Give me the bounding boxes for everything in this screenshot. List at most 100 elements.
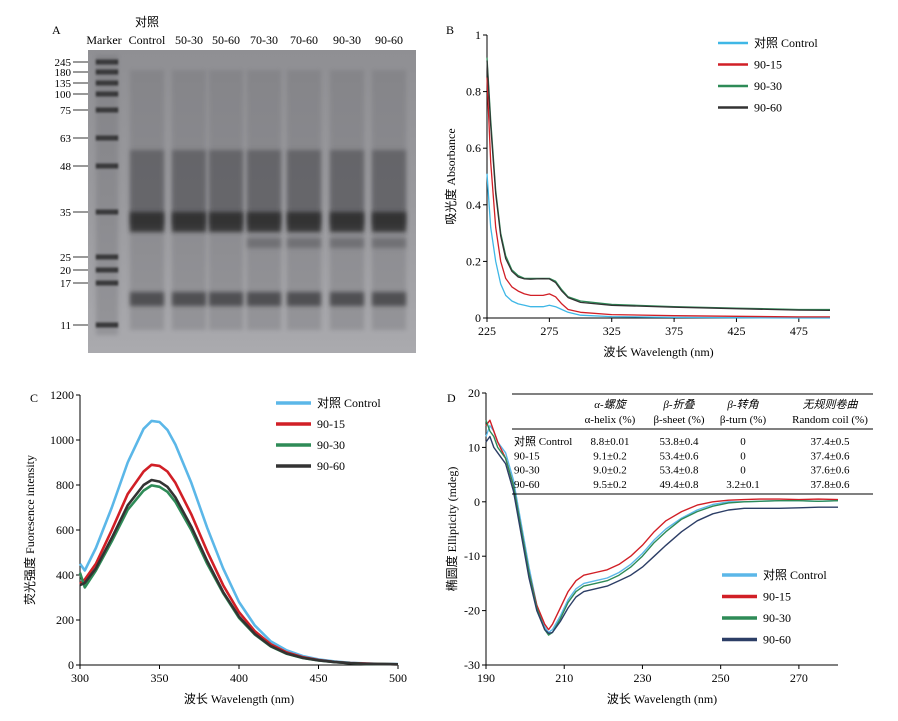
gel-lane-header-1: 50-30 bbox=[175, 33, 203, 47]
table-row-label-0: 对照 Control bbox=[514, 434, 572, 448]
chart-b-xtick-label-5: 475 bbox=[790, 324, 808, 338]
gel-marker-kda-label-2: 135 bbox=[55, 78, 72, 90]
gel-lane-extra-band-6 bbox=[372, 238, 406, 248]
chart-d-xtick-label-0: 190 bbox=[477, 671, 495, 685]
table-cell-3-1: 49.4±0.8 bbox=[659, 479, 699, 491]
chart-c-series-line-2 bbox=[78, 484, 399, 666]
table-row-label-2: 90-30 bbox=[514, 465, 540, 477]
table-cell-3-3: 37.8±0.6 bbox=[810, 479, 850, 491]
chart-c-ytick-label-0: 0 bbox=[68, 658, 74, 672]
table-cell-2-1: 53.4±0.8 bbox=[659, 465, 699, 477]
chart-c-series-line-3 bbox=[79, 478, 399, 666]
gel-lane-header-6: 90-60 bbox=[375, 33, 403, 47]
gel-marker-kda-label-7: 35 bbox=[60, 207, 72, 219]
gel-marker-kda-label-1: 180 bbox=[55, 67, 72, 79]
chart-b-legend-label-1: 90-15 bbox=[754, 58, 782, 72]
chart-d-xtick-label-1: 210 bbox=[555, 671, 573, 685]
panel-label-a: A bbox=[52, 23, 61, 37]
gel-lane-low-band-4 bbox=[287, 292, 321, 306]
chart-c-ytick-label-4: 800 bbox=[56, 478, 74, 492]
chart-d-xtick-label-2: 230 bbox=[633, 671, 651, 685]
chart-d-ytick-label-0: -30 bbox=[464, 658, 480, 672]
gel-lane-main-band-4 bbox=[287, 212, 321, 232]
chart-c-xtick-label-3: 450 bbox=[310, 671, 328, 685]
chart-d-ytick-label-4: 10 bbox=[468, 440, 480, 454]
table-row-label-3: 90-60 bbox=[514, 479, 540, 491]
chart-d-xtick-label-4: 270 bbox=[790, 671, 808, 685]
gel-lane-main-band-6 bbox=[372, 212, 406, 232]
chart-d-ytick-label-3: 0 bbox=[474, 495, 480, 509]
chart-b-ytick-label-3: 0.6 bbox=[466, 141, 481, 155]
gel-lane-headers: Marker Control 50-30 50-60 70-30 70-60 90-30 90… bbox=[86, 33, 403, 47]
table-cell-2-2: 0 bbox=[740, 465, 746, 477]
chart-b-legend-label-2: 90-30 bbox=[754, 79, 782, 93]
table-cell-1-2: 0 bbox=[740, 450, 746, 462]
chart-c-ytick-label-1: 200 bbox=[56, 613, 74, 627]
gel-lane-main-band-0 bbox=[130, 212, 164, 232]
gel-lane-main-band-5 bbox=[330, 212, 364, 232]
chart-c-xlabel: 波长 Wavelength (nm) bbox=[184, 692, 294, 706]
gel-lane-header-3: 70-30 bbox=[250, 33, 278, 47]
gel-panel: 对照 Marker Control 50-30 50-60 70-30 70-60 90-3… bbox=[55, 15, 416, 353]
chart-b-ylabel: 吸光度 Absorbance bbox=[443, 128, 458, 224]
chart-b-xtick-label-0: 225 bbox=[478, 324, 496, 338]
chart-b-ytick-label-4: 0.8 bbox=[466, 85, 481, 99]
chart-d-ytick-label-5: 20 bbox=[468, 386, 480, 400]
chart-b-xlabel: 波长 Wavelength (nm) bbox=[603, 345, 713, 359]
chart-b: 0 0.2 0.4 0.6 0.8 1 225 275 325 375 425 475 波长 Wavel… bbox=[443, 28, 831, 359]
chart-d-xlabel: 波长 Wavelength (nm) bbox=[607, 692, 717, 706]
table-col-header-top-2: β-转角 bbox=[726, 398, 759, 411]
chart-c-xtick-label-4: 500 bbox=[389, 671, 407, 685]
chart-d: -30 -20 -10 0 10 20 190 210 230 250 270 波长 Waveleng… bbox=[444, 386, 839, 706]
chart-b-xtick-label-4: 425 bbox=[727, 324, 745, 338]
table-cell-3-0: 9.5±0.2 bbox=[593, 479, 627, 491]
chart-d-series-line-2 bbox=[485, 419, 839, 636]
gel-marker-kda-label-6: 48 bbox=[60, 161, 72, 173]
chart-b-legend-label-0: 对照 Control bbox=[754, 36, 818, 50]
chart-c-legend-label-3: 90-60 bbox=[317, 459, 345, 473]
gel-lane-low-band-0 bbox=[130, 292, 164, 306]
gel-bands bbox=[96, 55, 406, 335]
panel-label-c: C bbox=[30, 391, 38, 405]
chart-d-ylabel: 椭圆度 Ellipticity (mdeg) bbox=[444, 467, 459, 592]
gel-marker-kda-label-3: 100 bbox=[55, 89, 72, 101]
chart-b-legend-label-3: 90-60 bbox=[754, 101, 782, 115]
panel-label-b: B bbox=[446, 23, 454, 37]
chart-d-ytick-label-2: -10 bbox=[464, 549, 480, 563]
gel-lane-low-band-2 bbox=[209, 292, 243, 306]
gel-lane-extra-band-4 bbox=[287, 238, 321, 248]
chart-b-xtick-label-3: 375 bbox=[665, 324, 683, 338]
secondary-structure-table: α-螺旋 β-折叠 β-转角 无规则卷曲 α-helix (%) β-sheet (%) β… bbox=[512, 393, 873, 495]
chart-c-ylabel: 荧光强度 Fuoresence intensity bbox=[22, 455, 37, 605]
chart-d-series-line-3 bbox=[485, 435, 838, 635]
table-row-label-1: 90-15 bbox=[514, 450, 540, 462]
gel-lane-low-band-6 bbox=[372, 292, 406, 306]
gel-marker-kda-label-9: 20 bbox=[60, 265, 72, 277]
table-cell-0-3: 37.4±0.5 bbox=[810, 436, 850, 448]
chart-d-legend-label-2: 90-30 bbox=[763, 611, 791, 625]
gel-lane-header-marker: Marker bbox=[86, 33, 121, 47]
chart-c-ytick-label-6: 1200 bbox=[50, 388, 74, 402]
chart-b-series-line-0 bbox=[486, 173, 830, 319]
chart-c-ytick-label-3: 600 bbox=[56, 523, 74, 537]
gel-lane-extra-band-5 bbox=[330, 238, 364, 248]
chart-b-series-line-1 bbox=[486, 77, 830, 318]
table-col-header-top-0: α-螺旋 bbox=[594, 398, 627, 411]
gel-marker-lane-smear bbox=[96, 55, 118, 335]
gel-lane-header-2: 50-60 bbox=[212, 33, 240, 47]
gel-lane-header-4: 70-60 bbox=[290, 33, 318, 47]
chart-b-ytick-label-0: 0 bbox=[475, 311, 481, 325]
chart-d-legend-label-0: 对照 Control bbox=[763, 568, 827, 582]
chart-c-ytick-label-5: 1000 bbox=[50, 433, 74, 447]
gel-marker-kda-label-8: 25 bbox=[60, 252, 72, 264]
table-cell-1-0: 9.1±0.2 bbox=[593, 450, 627, 462]
table-cell-0-2: 0 bbox=[740, 436, 746, 448]
table-cell-1-3: 37.4±0.6 bbox=[810, 450, 850, 462]
gel-lane-low-band-1 bbox=[172, 292, 206, 306]
chart-c-xtick-label-2: 400 bbox=[230, 671, 248, 685]
chart-d-xtick-label-3: 250 bbox=[712, 671, 730, 685]
gel-marker-kda-label-0: 245 bbox=[55, 57, 72, 69]
gel-marker-kda-label-4: 75 bbox=[60, 105, 72, 117]
